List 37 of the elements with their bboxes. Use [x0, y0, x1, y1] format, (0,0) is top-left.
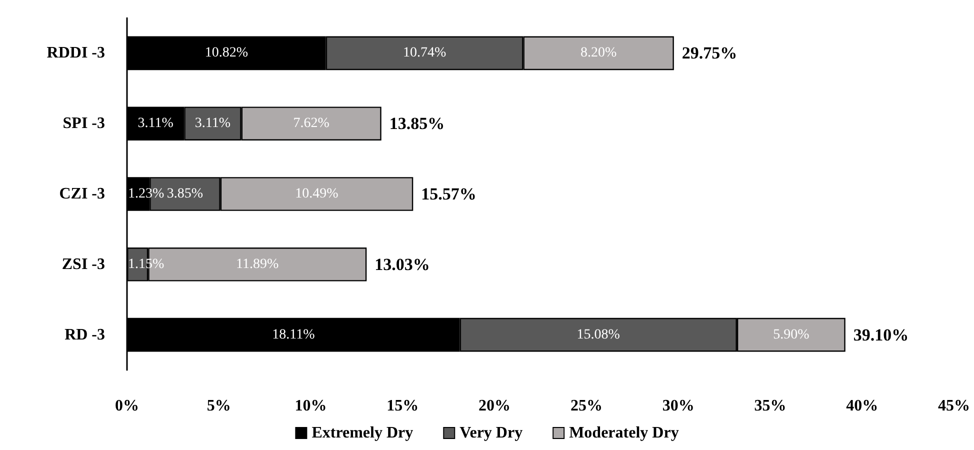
data-label: 10.82% [204, 46, 248, 61]
x-tick-label: 0% [115, 398, 139, 414]
data-label: 8.20% [580, 46, 617, 61]
x-tick-label: 30% [662, 398, 694, 414]
data-label: 10.49% [295, 186, 339, 202]
x-tick-label: 25% [570, 398, 602, 414]
x-tick-label: 10% [294, 398, 327, 414]
x-tick-label: 20% [478, 398, 511, 414]
y-tick-label: ZSI -3 [62, 256, 105, 273]
data-label: 3.11% [194, 116, 231, 132]
y-tick-label: SPI -3 [62, 115, 105, 132]
x-tick-label: 35% [754, 398, 786, 414]
data-label: 3.11% [138, 116, 174, 132]
data-label: 1.15% [128, 256, 164, 272]
data-label: 10.74% [402, 46, 446, 61]
y-tick-label: RD -3 [64, 326, 105, 344]
total-label: 39.10% [853, 325, 909, 344]
total-label: 13.03% [374, 254, 430, 274]
legend-label: Extremely Dry [312, 424, 414, 442]
x-tick-label: 15% [386, 398, 419, 414]
data-label: 5.90% [773, 327, 810, 342]
data-label: 1.23% [128, 186, 164, 202]
total-label: 13.85% [389, 114, 445, 134]
data-label: 7.62% [293, 116, 330, 132]
data-label: 11.89% [236, 256, 280, 272]
data-label: 18.11% [272, 327, 316, 342]
x-tick-label: 5% [206, 398, 231, 414]
y-tick-label: CZI -3 [59, 186, 105, 202]
total-label: 29.75% [682, 44, 738, 63]
legend-label: Very Dry [460, 424, 523, 442]
y-tick-label: RDDI -3 [46, 44, 105, 62]
data-label: 3.85% [166, 186, 204, 202]
x-tick-label: 45% [938, 398, 970, 414]
x-tick-label: 40% [846, 398, 878, 414]
total-label: 15.57% [421, 184, 476, 204]
legend-label: Moderately Dry [569, 424, 679, 442]
data-label: 15.08% [576, 327, 620, 342]
